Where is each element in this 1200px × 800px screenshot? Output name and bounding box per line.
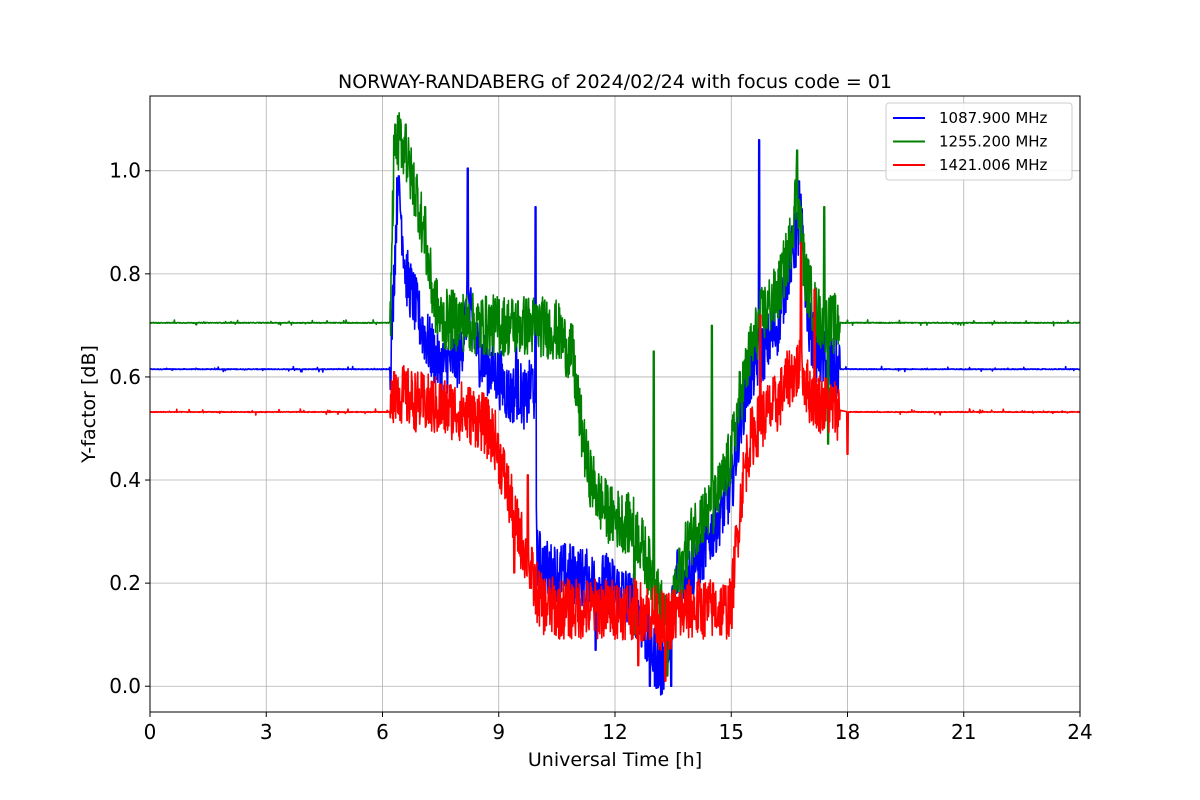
x-tick-label: 12: [602, 720, 627, 744]
legend: 1087.900 MHz 1255.200 MHz 1421.006 MHz: [885, 102, 1073, 181]
x-axis-label: Universal Time [h]: [528, 749, 702, 771]
x-tick-label: 9: [492, 720, 505, 744]
y-tick-label: 0.2: [109, 571, 141, 595]
series-layer: [149, 112, 1081, 696]
y-tick-label: 1.0: [109, 159, 141, 183]
x-tick-label: 15: [719, 720, 744, 744]
x-tick-label: 21: [951, 720, 976, 744]
series-line-3: [149, 242, 1081, 682]
x-tick-label: 0: [144, 720, 157, 744]
chart-title: NORWAY-RANDABERG of 2024/02/24 with focu…: [338, 71, 892, 93]
legend-box: [885, 102, 1073, 181]
x-tick-label: 3: [260, 720, 273, 744]
ticks: 0 3 6 9 12 15 18 21 24 0.0 0.2 0.4 0.6 0.8 1.0: [109, 159, 1093, 744]
x-tick-label: 6: [376, 720, 389, 744]
y-tick-label: 0.6: [109, 365, 141, 389]
y-tick-label: 0.0: [109, 674, 141, 698]
x-tick-label: 18: [835, 720, 860, 744]
x-tick-label: 24: [1067, 720, 1092, 744]
legend-entry-3: 1421.006 MHz: [939, 156, 1048, 174]
y-axis-label: Y-factor [dB]: [78, 345, 100, 464]
y-tick-label: 0.4: [109, 468, 141, 492]
series-line-2: [149, 112, 1081, 677]
y-tick-label: 0.8: [109, 262, 141, 286]
legend-entry-1: 1087.900 MHz: [939, 109, 1048, 127]
legend-entry-2: 1255.200 MHz: [939, 133, 1048, 151]
